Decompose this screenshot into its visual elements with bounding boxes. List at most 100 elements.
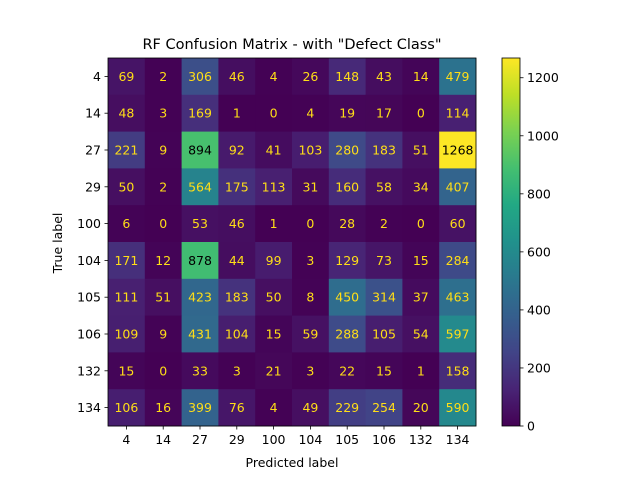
heatmap-cell (218, 94, 256, 132)
cell-value-label: 17 (376, 106, 392, 121)
cell-value-label: 34 (413, 179, 429, 194)
heatmap-cell (365, 352, 403, 390)
cell-value-label: 51 (413, 143, 429, 158)
cell-value-label: 450 (335, 290, 359, 305)
heatmap-cell (255, 205, 293, 243)
heatmap-cell (108, 205, 146, 243)
cell-value-label: 1 (233, 106, 241, 121)
cell-value-label: 158 (446, 363, 470, 378)
cell-value-label: 16 (155, 400, 171, 415)
heatmap-cell (328, 242, 366, 280)
x-axis: 4 14 27 29 100 104 105 106 132 134 (122, 426, 470, 447)
heatmap-cell (255, 278, 293, 316)
heatmap-cell (255, 94, 293, 132)
heatmap-cell (328, 58, 366, 96)
heatmap-cell (181, 352, 219, 390)
heatmap-cell (218, 242, 256, 280)
cell-value-label: 48 (118, 106, 134, 121)
cell-value-label: 46 (229, 69, 245, 84)
cell-value-label: 8 (306, 290, 314, 305)
cell-value-label: 106 (114, 400, 138, 415)
cell-value-label: 4 (270, 69, 278, 84)
heatmap-cell (402, 168, 440, 206)
x-tick-label: 4 (122, 432, 130, 447)
y-axis: 4 14 27 29 100 104 105 106 132 134 (77, 69, 108, 415)
heatmap-cell (108, 315, 146, 353)
cell-value-label: 254 (372, 400, 396, 415)
y-tick-label: 29 (85, 179, 101, 194)
x-tick-label: 106 (372, 432, 396, 447)
heatmap-cell (292, 352, 330, 390)
cell-value-label: 597 (446, 327, 470, 342)
cell-value-label: 103 (298, 143, 322, 158)
heatmap-cell (144, 278, 182, 316)
cell-value-label: 14 (413, 69, 429, 84)
cell-value-label: 9 (159, 143, 167, 158)
heatmap-cell (439, 315, 477, 353)
heatmap-cell (402, 389, 440, 427)
x-tick-label: 104 (298, 432, 322, 447)
cell-value-label: 314 (372, 290, 396, 305)
cell-value-label: 0 (159, 363, 167, 378)
cell-value-label: 0 (159, 216, 167, 231)
colorbar: 0 200 400 600 800 1000 1200 (501, 57, 559, 434)
heatmap-cell (108, 58, 146, 96)
cell-value-label: 3 (159, 106, 167, 121)
heatmap-cell (144, 389, 182, 427)
plot-frame (107, 57, 477, 427)
y-tick-label: 106 (77, 327, 101, 342)
cell-value-label: 0 (417, 106, 425, 121)
cell-value-label: 109 (114, 327, 138, 342)
cell-value-label: 169 (188, 106, 212, 121)
cell-value-label: 0 (417, 216, 425, 231)
heatmap-cell (144, 58, 182, 96)
cell-value-label: 105 (372, 327, 396, 342)
cell-value-label: 878 (188, 253, 212, 268)
cell-value-label: 1268 (442, 143, 474, 158)
cell-value-label: 31 (302, 179, 318, 194)
y-tick-label: 27 (85, 143, 101, 158)
colorbar-tick-label: 0 (527, 419, 535, 434)
y-tick-label: 134 (77, 400, 101, 415)
cell-value-label: 21 (266, 363, 282, 378)
cell-value-label: 53 (192, 216, 208, 231)
cell-value-label: 1 (270, 216, 278, 231)
cell-value-label: 1 (417, 363, 425, 378)
cell-value-label: 51 (155, 290, 171, 305)
cell-value-label: 58 (376, 179, 392, 194)
cell-value-label: 2 (159, 69, 167, 84)
heatmap-cell (402, 94, 440, 132)
cell-value-label: 49 (302, 400, 318, 415)
heatmap-cell (181, 168, 219, 206)
cell-value-label: 113 (262, 179, 286, 194)
heatmap-cell (144, 315, 182, 353)
cell-value-label: 306 (188, 69, 212, 84)
cell-value-label: 50 (266, 290, 282, 305)
heatmap-cell (181, 278, 219, 316)
heatmap-cell (181, 58, 219, 96)
cell-value-label: 148 (335, 69, 359, 84)
heatmap-cell (402, 58, 440, 96)
cell-value-label: 76 (229, 400, 245, 415)
y-tick-label: 132 (77, 363, 101, 378)
cell-value-label: 0 (270, 106, 278, 121)
cell-value-label: 183 (225, 290, 249, 305)
heatmap-cell (108, 131, 146, 169)
heatmap-cell (292, 242, 330, 280)
chart-title: RF Confusion Matrix - with "Defect Class… (142, 37, 441, 53)
cell-value-label: 99 (266, 253, 282, 268)
heatmap-cell (292, 205, 330, 243)
heatmap-cell (181, 205, 219, 243)
heatmap-cell (402, 315, 440, 353)
x-tick-label: 100 (262, 432, 286, 447)
heatmap-cell (439, 352, 477, 390)
heatmap-cell (365, 205, 403, 243)
heatmap-cell (439, 58, 477, 96)
cell-value-label: 423 (188, 290, 212, 305)
heatmap-cell (255, 58, 293, 96)
heatmap-cell (328, 94, 366, 132)
heatmap-cell (144, 94, 182, 132)
heatmap-cell (255, 168, 293, 206)
heatmap-cell (218, 315, 256, 353)
x-tick-label: 105 (335, 432, 359, 447)
